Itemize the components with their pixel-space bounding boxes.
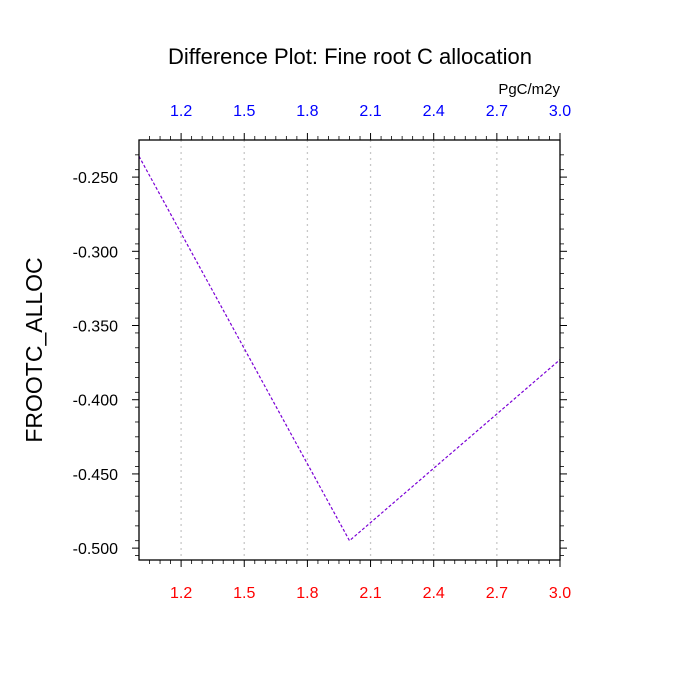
y-tick-label: -0.500: [73, 541, 118, 558]
y-tick-label: -0.450: [73, 467, 118, 484]
x-tick-label-top: 2.7: [486, 103, 508, 120]
units-label: PgC/m2y: [498, 81, 560, 98]
x-tick-label-top: 3.0: [549, 103, 571, 120]
x-tick-label-bottom: 2.7: [486, 585, 508, 602]
axis-ticks: 1.2 1.2 1.5 1.5 1.8 1.8 2.1 2.1 2.4 2.4 2.7 2.7 3.0 3…: [73, 103, 572, 602]
y-tick-label: -0.400: [73, 393, 118, 410]
x-tick-label-top: 1.5: [233, 103, 255, 120]
x-tick-label-top: 2.1: [359, 103, 381, 120]
series-line: [138, 156, 561, 542]
x-tick-label-top: 2.4: [423, 103, 445, 120]
y-tick-label: -0.350: [73, 319, 118, 336]
x-tick-label-bottom: 1.2: [170, 585, 192, 602]
x-tick-label-bottom: 3.0: [549, 585, 571, 602]
x-tick-label-bottom: 2.4: [423, 585, 445, 602]
y-tick-label: -0.300: [73, 244, 118, 261]
series-layer: [138, 156, 561, 542]
y-axis-label: FROOTC_ALLOC: [21, 257, 47, 442]
x-tick-label-bottom: 1.8: [296, 585, 318, 602]
chart-title: Difference Plot: Fine root C allocation: [168, 44, 532, 69]
grid-lines: [180, 140, 498, 560]
plot-frame: [138, 139, 561, 561]
x-tick-label-top: 1.8: [296, 103, 318, 120]
x-tick-label-top: 1.2: [170, 103, 192, 120]
y-tick-label: -0.250: [73, 170, 118, 187]
x-tick-label-bottom: 1.5: [233, 585, 255, 602]
x-tick-label-bottom: 2.1: [359, 585, 381, 602]
